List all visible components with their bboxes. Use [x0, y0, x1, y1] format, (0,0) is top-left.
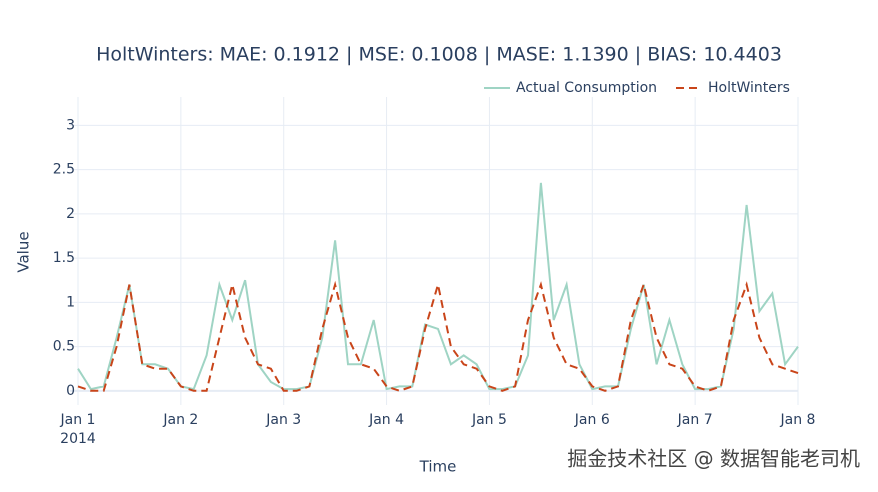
series-line: [77, 182, 799, 391]
legend-label: HoltWinters: [708, 80, 790, 96]
y-tick-label: 0: [66, 383, 75, 399]
series-line: [77, 280, 799, 392]
legend-label: Actual Consumption: [516, 80, 657, 96]
y-tick-label: 1.5: [53, 250, 75, 266]
x-axis-label: Time: [419, 458, 457, 476]
x-tick-label: Jan 3: [265, 412, 301, 428]
y-tick-label: 2.5: [53, 162, 75, 178]
y-tick-label: 3: [66, 117, 75, 133]
x-tick-label: Jan 6: [574, 412, 610, 428]
x-tick-label: Jan 2: [162, 412, 198, 428]
watermark: 掘金技术社区 @ 数据智能老司机: [567, 447, 860, 471]
x-tick-label: Jan 4: [368, 412, 404, 428]
y-tick-label: 2: [66, 206, 75, 222]
y-axis-label: Value: [15, 231, 33, 272]
x-tick-label: Jan 1 2014: [60, 412, 96, 447]
x-tick-label: Jan 5: [471, 412, 507, 428]
y-tick-label: 1: [66, 294, 75, 310]
chart-title: HoltWinters: MAE: 0.1912 | MSE: 0.1008 |…: [96, 44, 782, 66]
y-tick-label: 0.5: [53, 339, 75, 355]
x-tick-label: Jan 8: [780, 412, 816, 428]
x-tick-label: Jan 7: [677, 412, 713, 428]
